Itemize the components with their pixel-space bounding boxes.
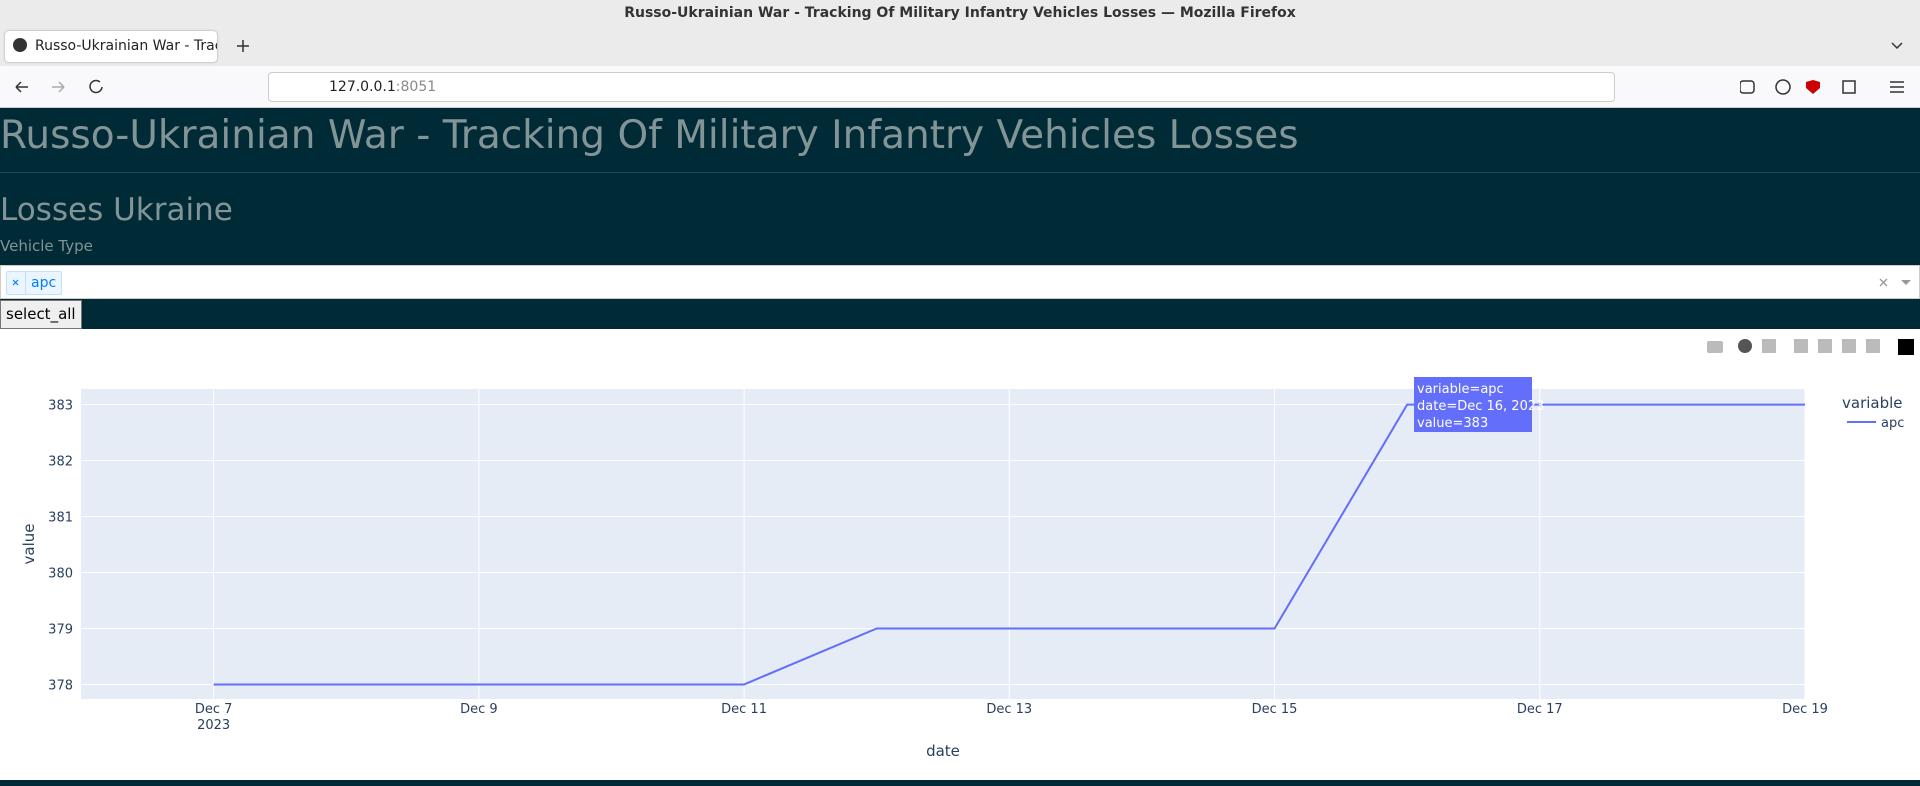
x-year-label: 2023: [197, 718, 230, 733]
window-title: Russo-Ukrainian War - Tracking Of Milita…: [0, 0, 1920, 27]
x-axis-title: date: [926, 742, 960, 760]
x-tick-label: Dec 17: [1517, 702, 1563, 717]
tooltip-line: value=383: [1417, 416, 1488, 431]
x-tick-label: Dec 9: [460, 702, 498, 717]
legend-label: apc: [1881, 416, 1904, 431]
y-axis-title: value: [20, 524, 38, 565]
app-title: Russo-Ukrainian War - Tracking Of Milita…: [0, 113, 1299, 158]
chip-remove[interactable]: [7, 272, 26, 294]
y-tick-label: 380: [48, 567, 73, 582]
dropdown[interactable]: apc: [0, 265, 1920, 299]
divider: [0, 172, 1920, 173]
x-tick-label: Dec 11: [721, 702, 767, 717]
footer-band: [0, 780, 1920, 786]
url-host: 127.0.0.1: [329, 79, 396, 95]
hover-tooltip: variable=apc date=Dec 16, 2023 value=383: [1414, 377, 1544, 432]
subtitle: Losses Ukraine: [0, 192, 233, 228]
plot-area: [81, 389, 1805, 699]
tooltip-box: [1414, 377, 1532, 432]
y-tick-label: 382: [48, 455, 73, 470]
tab-list[interactable]: [1890, 39, 1904, 53]
y-tick-label: 379: [48, 622, 73, 637]
tab-title: Russo-Ukrainian War - Track: [35, 38, 217, 54]
x-tick-label: Dec 7: [195, 702, 233, 717]
dropdown-label: Vehicle Type: [0, 237, 93, 255]
nav-bar: 127.0.0.1:8051: [0, 66, 1920, 108]
new-tab[interactable]: [236, 39, 250, 53]
x-tick-label: Dec 13: [986, 702, 1032, 717]
chip[interactable]: apc: [6, 271, 63, 295]
dropdown-controls[interactable]: [1877, 276, 1917, 290]
tab[interactable]: Russo-Ukrainian War - Track: [5, 31, 217, 62]
tooltip-line: date=Dec 16, 2023: [1417, 399, 1544, 414]
modebar[interactable]: [1707, 339, 1914, 355]
chip-label: apc: [31, 275, 57, 291]
app: Russo-Ukrainian War - Tracking Of Milita…: [0, 108, 1920, 329]
y-tick-label: 378: [48, 678, 73, 693]
url-port: :8051: [395, 79, 437, 95]
tooltip-line: variable=apc: [1417, 382, 1504, 397]
legend-title: variable: [1842, 394, 1903, 412]
nav-buttons[interactable]: [14, 79, 124, 95]
y-tick-label: 383: [48, 399, 73, 414]
x-tick-label: Dec 19: [1782, 702, 1828, 717]
x-tick-label: Dec 15: [1252, 702, 1298, 717]
tab-bar: Russo-Ukrainian War - Track: [0, 27, 1920, 66]
data-line: [213, 403, 1805, 686]
url-bar[interactable]: 127.0.0.1:8051: [268, 72, 1615, 102]
favicon: [13, 38, 27, 52]
toolbar-icons[interactable]: [1740, 79, 1910, 95]
y-tick-label: 381: [48, 511, 73, 526]
select-all-button[interactable]: select_all: [0, 300, 82, 329]
